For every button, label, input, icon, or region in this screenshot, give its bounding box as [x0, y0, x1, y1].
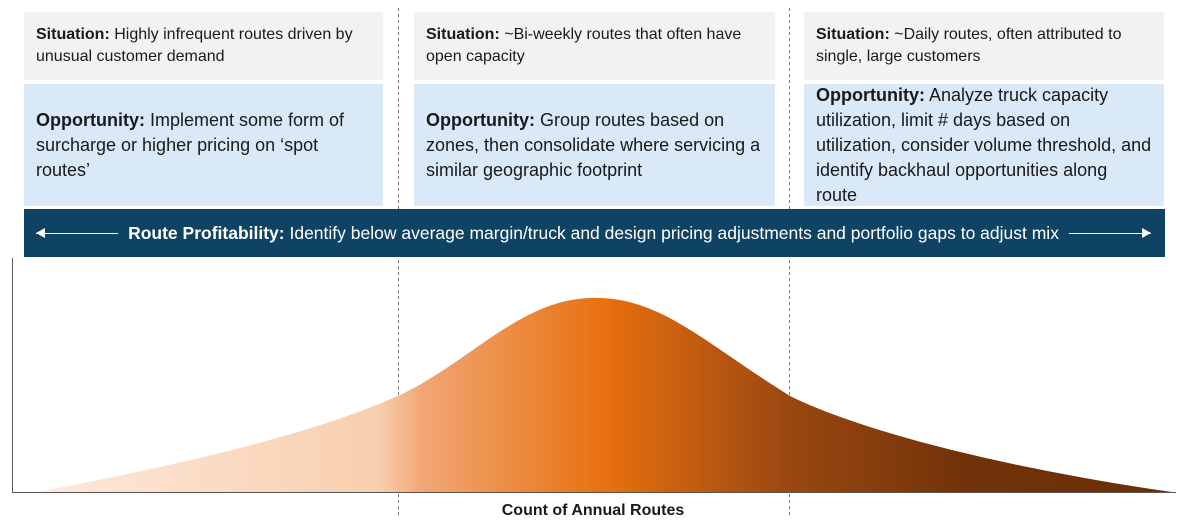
bell-curve — [38, 297, 1172, 492]
opportunity-label: Opportunity: — [36, 109, 145, 130]
situation-box-3: Situation: ~Daily routes, often attribut… — [804, 12, 1164, 80]
x-axis-label: Count of Annual Routes — [501, 502, 685, 519]
banner-text: Route Profitability: Identify below aver… — [118, 223, 1069, 244]
opportunity-box-1: Opportunity: Implement some form of surc… — [24, 84, 383, 206]
situation-box-1: Situation: Highly infrequent routes driv… — [24, 12, 383, 80]
opportunity-text: Group routes based on zones, then consol… — [426, 109, 761, 180]
situation-box-2: Situation: ~Bi-weekly routes that often … — [414, 12, 775, 80]
opportunity-box-3: Opportunity: Analyze truck capacity util… — [804, 84, 1164, 206]
right-arrow-icon — [1068, 227, 1152, 239]
opportunity-text: Analyze truck capacity utilization, limi… — [816, 84, 1152, 205]
route-profitability-banner: Route Profitability: Identify below aver… — [24, 209, 1165, 257]
opportunity-box-2: Opportunity: Group routes based on zones… — [414, 84, 775, 206]
opportunity-label: Opportunity: — [426, 109, 535, 130]
situation-text: ~Daily routes, often attributed to singl… — [816, 26, 1122, 65]
situation-text: ~Bi-weekly routes that often have open c… — [426, 26, 742, 65]
situation-text: Highly infrequent routes driven by unusu… — [36, 26, 353, 65]
situation-label: Situation: — [36, 26, 110, 43]
banner-label: Route Profitability: — [128, 222, 285, 243]
situation-label: Situation: — [426, 26, 500, 43]
opportunity-text: Implement some form of surcharge or high… — [36, 109, 345, 180]
opportunity-label: Opportunity: — [816, 84, 925, 105]
banner-description: Identify below average margin/truck and … — [289, 222, 1059, 243]
left-arrow-icon — [36, 227, 119, 239]
situation-label: Situation: — [816, 26, 890, 43]
